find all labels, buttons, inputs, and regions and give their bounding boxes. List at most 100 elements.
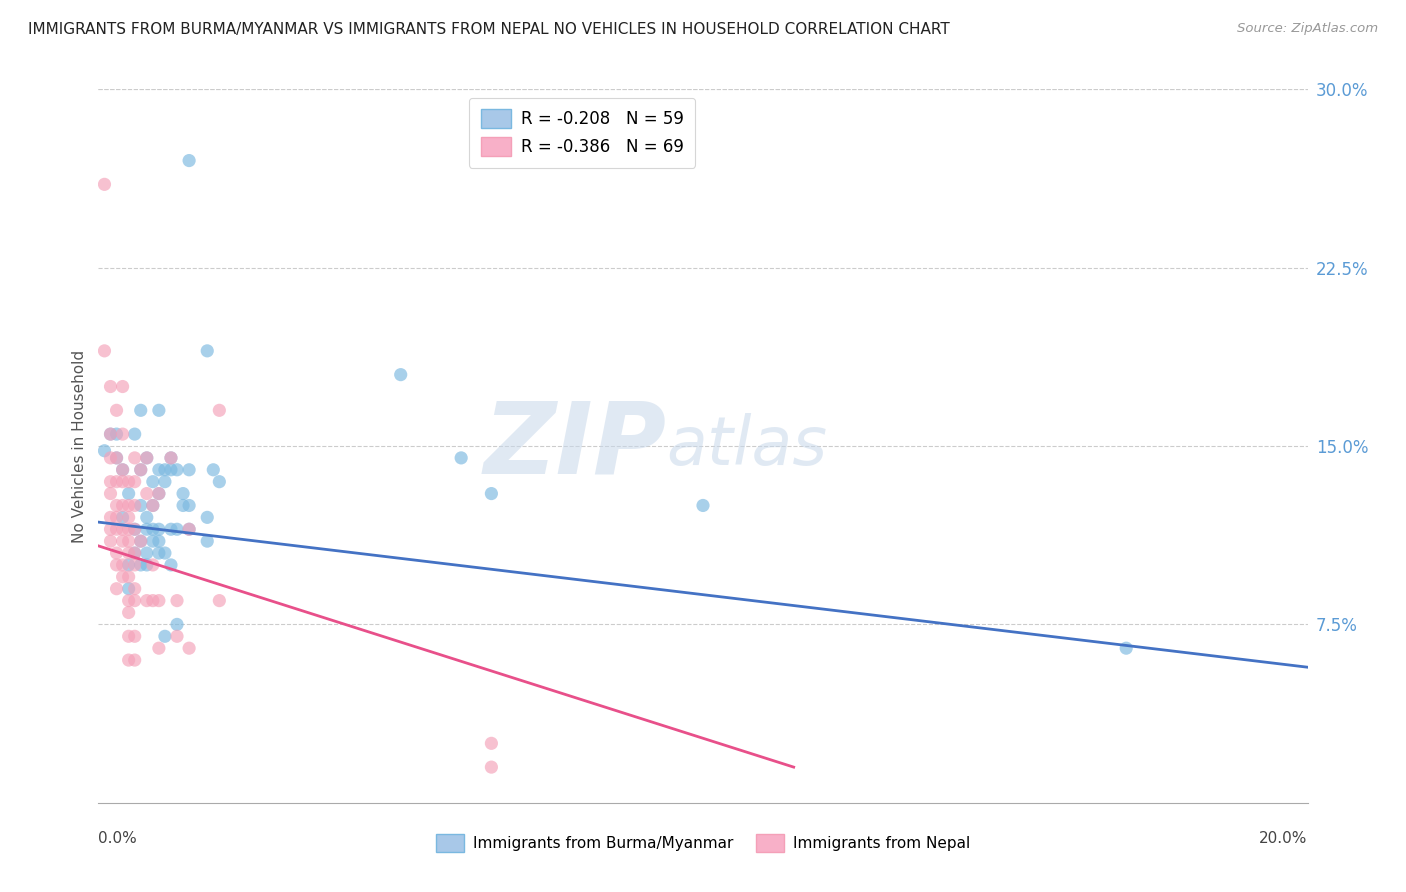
Point xyxy=(111,558,134,572)
Point xyxy=(148,546,170,560)
Point xyxy=(124,522,146,536)
Point xyxy=(129,558,152,572)
Point xyxy=(142,558,165,572)
Point xyxy=(118,534,141,549)
Point xyxy=(450,450,472,465)
Point xyxy=(160,450,183,465)
Text: 0.0%: 0.0% xyxy=(98,831,138,847)
Point xyxy=(195,534,218,549)
Point xyxy=(195,510,218,524)
Point xyxy=(481,760,503,774)
Point xyxy=(118,486,141,500)
Point xyxy=(135,593,157,607)
Point xyxy=(100,510,122,524)
Point xyxy=(124,427,146,442)
Point xyxy=(100,427,122,442)
Point xyxy=(105,427,128,442)
Legend: Immigrants from Burma/Myanmar, Immigrants from Nepal: Immigrants from Burma/Myanmar, Immigrant… xyxy=(429,827,977,859)
Point xyxy=(118,606,141,620)
Point xyxy=(148,522,170,536)
Point xyxy=(124,593,146,607)
Point xyxy=(118,593,141,607)
Point xyxy=(93,343,115,358)
Point xyxy=(179,499,201,513)
Point xyxy=(100,379,122,393)
Point xyxy=(142,499,165,513)
Point xyxy=(166,593,188,607)
Point xyxy=(105,522,128,536)
Point xyxy=(166,629,188,643)
Point xyxy=(179,641,201,656)
Point xyxy=(692,499,714,513)
Point xyxy=(93,443,115,458)
Point xyxy=(118,570,141,584)
Point xyxy=(118,510,141,524)
Point xyxy=(172,499,194,513)
Point xyxy=(105,475,128,489)
Point xyxy=(481,486,503,500)
Point xyxy=(105,450,128,465)
Point xyxy=(111,570,134,584)
Point xyxy=(111,510,134,524)
Point xyxy=(124,522,146,536)
Point xyxy=(148,403,170,417)
Point xyxy=(160,558,183,572)
Point xyxy=(179,463,201,477)
Point xyxy=(135,510,157,524)
Point xyxy=(105,558,128,572)
Point xyxy=(1115,641,1137,656)
Point xyxy=(100,427,122,442)
Point xyxy=(118,582,141,596)
Point xyxy=(111,475,134,489)
Point xyxy=(124,546,146,560)
Point xyxy=(195,343,218,358)
Point xyxy=(111,534,134,549)
Point xyxy=(179,153,201,168)
Point xyxy=(111,522,134,536)
Point xyxy=(129,403,152,417)
Point xyxy=(124,546,146,560)
Point xyxy=(105,510,128,524)
Text: IMMIGRANTS FROM BURMA/MYANMAR VS IMMIGRANTS FROM NEPAL NO VEHICLES IN HOUSEHOLD : IMMIGRANTS FROM BURMA/MYANMAR VS IMMIGRA… xyxy=(28,22,950,37)
Point xyxy=(100,522,122,536)
Point xyxy=(148,486,170,500)
Point xyxy=(148,486,170,500)
Point xyxy=(135,486,157,500)
Point xyxy=(105,582,128,596)
Point xyxy=(100,486,122,500)
Point xyxy=(124,475,146,489)
Point xyxy=(129,534,152,549)
Text: ZIP: ZIP xyxy=(484,398,666,494)
Point xyxy=(118,558,141,572)
Point xyxy=(135,522,157,536)
Point xyxy=(129,463,152,477)
Point xyxy=(105,403,128,417)
Y-axis label: No Vehicles in Household: No Vehicles in Household xyxy=(72,350,87,542)
Point xyxy=(124,629,146,643)
Point xyxy=(111,427,134,442)
Point xyxy=(100,534,122,549)
Point xyxy=(202,463,225,477)
Point xyxy=(166,617,188,632)
Point xyxy=(129,499,152,513)
Point xyxy=(135,558,157,572)
Point xyxy=(142,475,165,489)
Point xyxy=(129,534,152,549)
Point xyxy=(142,522,165,536)
Point xyxy=(93,178,115,192)
Point xyxy=(153,629,176,643)
Point xyxy=(118,629,141,643)
Point xyxy=(148,593,170,607)
Point xyxy=(129,463,152,477)
Point xyxy=(153,463,176,477)
Point xyxy=(105,499,128,513)
Point xyxy=(142,534,165,549)
Point xyxy=(118,522,141,536)
Point xyxy=(160,522,183,536)
Point xyxy=(208,403,231,417)
Point xyxy=(100,450,122,465)
Point xyxy=(135,450,157,465)
Point xyxy=(111,379,134,393)
Point xyxy=(153,475,176,489)
Point xyxy=(124,582,146,596)
